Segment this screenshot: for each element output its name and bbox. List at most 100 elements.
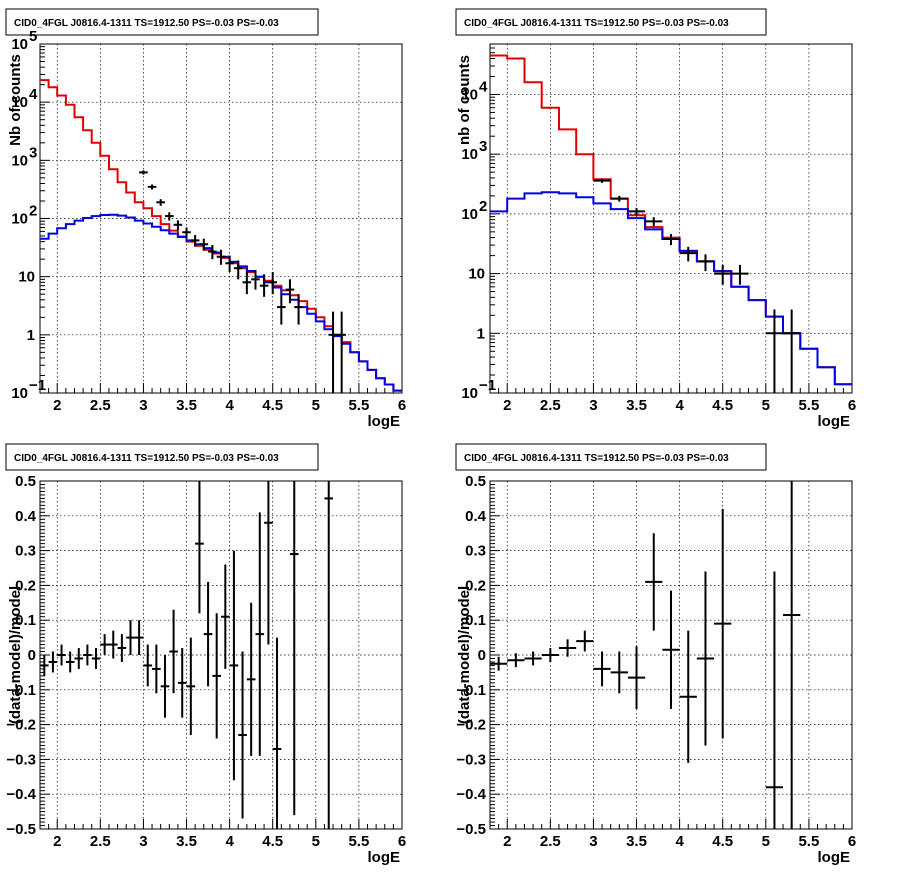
data-point	[74, 648, 84, 669]
y-tick-label: 0.1	[15, 612, 36, 629]
y-tick-exponent: −1	[479, 377, 496, 394]
data-point	[277, 294, 286, 325]
y-tick-label: 10	[461, 206, 478, 223]
x-tick-label: 2.5	[90, 833, 111, 850]
y-tick-exponent: 2	[29, 203, 37, 220]
data-point	[524, 651, 542, 666]
y-axis-label: (data-model)/model	[456, 586, 473, 724]
x-tick-label: 4.5	[712, 833, 733, 850]
plot-frame	[489, 43, 853, 394]
data-point	[152, 644, 161, 694]
x-tick-label: 3	[139, 397, 147, 414]
data-point	[40, 655, 49, 676]
y-tick-label: 0.5	[465, 473, 486, 490]
chart-title: CID0_4FGL J0816.4-1311 TS=1912.50 PS=-0.…	[464, 18, 729, 29]
data-point	[251, 270, 260, 290]
y-tick-label: 0	[28, 647, 36, 664]
y-tick-exponent: 4	[29, 86, 38, 103]
data-point	[221, 564, 230, 669]
x-axis-label: logE	[368, 849, 401, 866]
data-point	[268, 272, 278, 295]
panel-1: CID0_4FGL J0816.4-1311 TS=1912.50 PS=-0.…	[5, 8, 406, 430]
chart-title: CID0_4FGL J0816.4-1311 TS=1912.50 PS=-0.…	[14, 453, 279, 464]
y-tick-label: −0.3	[456, 751, 486, 768]
x-tick-label: 5	[762, 397, 770, 414]
y-tick-label: 0.1	[465, 612, 486, 629]
y-tick-label: 0.3	[465, 543, 486, 560]
x-tick-label: 3	[589, 397, 597, 414]
data-point	[328, 311, 338, 393]
x-tick-label: 3.5	[176, 833, 197, 850]
x-tick-label: 4.5	[712, 397, 733, 414]
data-point	[645, 217, 663, 227]
x-tick-label: 6	[398, 397, 406, 414]
data-point	[679, 630, 697, 763]
x-tick-label: 4	[225, 397, 234, 414]
x-axis-label: logE	[818, 849, 851, 866]
data-point	[259, 274, 269, 297]
data-point	[199, 238, 209, 251]
data-point	[225, 255, 234, 273]
y-tick-exponent: 2	[479, 198, 487, 215]
data-point	[117, 634, 127, 662]
x-tick-label: 2.5	[540, 397, 561, 414]
y-tick-label: 0.4	[15, 508, 37, 525]
data-point	[173, 220, 183, 231]
y-tick-exponent: −1	[29, 377, 46, 394]
y-ticks	[40, 480, 50, 830]
x-tick-label: 3	[589, 833, 597, 850]
chart-title: CID0_4FGL J0816.4-1311 TS=1912.50 PS=-0.…	[14, 18, 279, 29]
data-points	[490, 481, 801, 829]
data-point	[186, 637, 196, 736]
title-box	[455, 443, 767, 471]
y-tick-label: −0.5	[6, 821, 36, 838]
y-tick-label: 10	[11, 94, 28, 111]
data-point	[490, 656, 508, 671]
y-tick-label: 10	[11, 385, 28, 402]
data-point	[134, 620, 144, 655]
data-point	[100, 634, 109, 655]
x-tick-label: 3.5	[626, 833, 647, 850]
x-tick-label: 5	[312, 833, 320, 850]
x-tick-label: 2	[53, 833, 61, 850]
x-tick-label: 3.5	[176, 397, 197, 414]
data-point	[679, 246, 697, 262]
chart-title: CID0_4FGL J0816.4-1311 TS=1912.50 PS=-0.…	[464, 453, 729, 464]
data-point	[765, 571, 784, 829]
y-tick-label: 10	[461, 385, 478, 402]
data-points	[139, 170, 346, 393]
y-tick-label: 0.4	[465, 508, 487, 525]
data-point	[143, 644, 153, 687]
data-points	[40, 481, 334, 829]
x-tick-label: 3.5	[626, 397, 647, 414]
x-ticks	[39, 819, 403, 829]
y-tick-label: −0.3	[6, 751, 36, 768]
y-tick-label: 10	[11, 211, 28, 228]
y-tick-label: −0.2	[456, 717, 486, 734]
y-tick-label: 0.5	[15, 473, 36, 490]
x-tick-label: 4.5	[262, 397, 283, 414]
panel-3: CID0_4FGL J0816.4-1311 TS=1912.50 PS=-0.…	[5, 443, 406, 866]
data-point	[65, 651, 75, 673]
data-point	[108, 630, 118, 659]
data-point	[289, 481, 299, 816]
y-ticks	[490, 43, 500, 394]
data-point	[610, 651, 628, 694]
data-points	[593, 178, 801, 393]
x-tick-label: 6	[398, 833, 406, 850]
data-point	[593, 178, 611, 183]
y-axis-label: Nb of counts	[7, 54, 24, 146]
data-point	[182, 227, 191, 239]
data-point	[627, 646, 646, 709]
data-point	[233, 260, 243, 280]
data-point	[57, 644, 66, 666]
data-point	[558, 639, 577, 657]
y-ticks	[40, 43, 50, 394]
data-point	[203, 581, 213, 687]
title-box	[5, 8, 319, 36]
x-axis-label: logE	[818, 413, 851, 430]
data-point	[696, 254, 715, 272]
x-ticks	[489, 383, 853, 393]
y-tick-label: 10	[461, 86, 478, 103]
